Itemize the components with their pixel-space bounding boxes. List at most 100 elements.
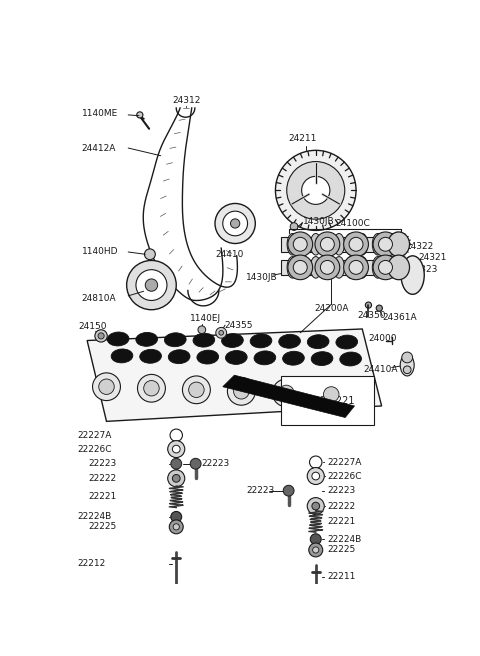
Circle shape xyxy=(127,260,176,310)
Circle shape xyxy=(182,376,210,403)
Circle shape xyxy=(172,445,180,453)
Text: 22227A: 22227A xyxy=(77,431,111,440)
Text: 22223: 22223 xyxy=(327,486,356,495)
Ellipse shape xyxy=(306,609,325,618)
Circle shape xyxy=(136,270,167,300)
Circle shape xyxy=(171,459,181,469)
Polygon shape xyxy=(223,375,355,417)
Circle shape xyxy=(98,333,104,339)
Circle shape xyxy=(321,237,335,251)
Ellipse shape xyxy=(388,232,409,256)
Circle shape xyxy=(230,219,240,228)
Text: 22224B: 22224B xyxy=(77,512,111,522)
Text: 1140ME: 1140ME xyxy=(82,109,118,118)
Circle shape xyxy=(349,260,363,274)
Text: 24100C: 24100C xyxy=(335,219,370,228)
Circle shape xyxy=(321,260,335,274)
Ellipse shape xyxy=(136,333,157,346)
Circle shape xyxy=(402,352,413,363)
Ellipse shape xyxy=(372,256,383,278)
Text: 24000: 24000 xyxy=(369,335,397,344)
Circle shape xyxy=(145,279,157,291)
Circle shape xyxy=(282,265,289,273)
Text: 24412A: 24412A xyxy=(82,144,116,153)
Ellipse shape xyxy=(340,352,361,366)
Ellipse shape xyxy=(299,234,310,255)
Ellipse shape xyxy=(167,596,186,605)
Text: 22221: 22221 xyxy=(327,517,356,526)
Circle shape xyxy=(144,380,159,396)
Circle shape xyxy=(234,384,249,399)
Ellipse shape xyxy=(345,256,356,278)
Circle shape xyxy=(288,232,312,256)
Circle shape xyxy=(219,331,224,335)
Text: 22226C: 22226C xyxy=(77,445,111,453)
Text: 22211: 22211 xyxy=(327,573,356,581)
Circle shape xyxy=(293,237,307,251)
Ellipse shape xyxy=(334,234,345,255)
Circle shape xyxy=(99,379,114,394)
Text: 24361A: 24361A xyxy=(383,313,417,322)
Circle shape xyxy=(168,470,185,487)
Circle shape xyxy=(307,498,324,514)
Circle shape xyxy=(287,161,345,219)
Circle shape xyxy=(315,255,340,279)
Ellipse shape xyxy=(384,234,395,255)
Polygon shape xyxy=(87,329,382,421)
Circle shape xyxy=(373,232,398,256)
Text: 24321: 24321 xyxy=(418,253,446,262)
Text: 24312: 24312 xyxy=(172,96,201,105)
Circle shape xyxy=(312,472,320,480)
Circle shape xyxy=(310,456,322,468)
Circle shape xyxy=(403,366,411,374)
Text: 22227A: 22227A xyxy=(327,458,362,466)
Ellipse shape xyxy=(322,234,333,255)
Circle shape xyxy=(228,377,255,405)
Circle shape xyxy=(215,203,255,243)
Ellipse shape xyxy=(334,256,345,278)
Bar xyxy=(281,260,397,275)
Circle shape xyxy=(272,379,300,407)
Circle shape xyxy=(137,112,143,118)
Circle shape xyxy=(216,327,227,338)
Ellipse shape xyxy=(197,350,218,364)
Circle shape xyxy=(198,326,206,334)
Ellipse shape xyxy=(322,256,333,278)
Ellipse shape xyxy=(388,255,409,279)
Ellipse shape xyxy=(311,352,333,365)
Ellipse shape xyxy=(357,256,368,278)
Circle shape xyxy=(344,232,369,256)
Circle shape xyxy=(309,543,323,557)
Ellipse shape xyxy=(279,335,300,348)
Text: 22224B: 22224B xyxy=(327,535,361,544)
Circle shape xyxy=(223,211,248,236)
Circle shape xyxy=(376,305,383,311)
Ellipse shape xyxy=(287,234,298,255)
Circle shape xyxy=(311,534,321,544)
Circle shape xyxy=(172,474,180,482)
Text: 24810A: 24810A xyxy=(82,294,116,302)
Text: 24350: 24350 xyxy=(358,312,386,320)
Ellipse shape xyxy=(357,234,368,255)
Ellipse shape xyxy=(400,354,414,376)
Text: 24150: 24150 xyxy=(79,322,107,331)
Circle shape xyxy=(173,523,180,530)
Text: 22225: 22225 xyxy=(89,522,117,531)
Ellipse shape xyxy=(111,349,133,363)
Circle shape xyxy=(324,387,339,402)
Circle shape xyxy=(379,237,393,251)
Ellipse shape xyxy=(287,256,298,278)
Circle shape xyxy=(312,547,319,553)
Text: 22222: 22222 xyxy=(327,502,356,510)
Text: 24355: 24355 xyxy=(224,321,253,329)
Text: 24200A: 24200A xyxy=(314,304,348,313)
Ellipse shape xyxy=(226,350,247,364)
Ellipse shape xyxy=(372,234,383,255)
Text: 22225: 22225 xyxy=(327,545,356,554)
Text: 1140EJ: 1140EJ xyxy=(190,314,221,323)
Circle shape xyxy=(312,502,320,510)
Circle shape xyxy=(171,512,181,522)
Text: 24323: 24323 xyxy=(409,265,438,274)
Text: 22222: 22222 xyxy=(89,474,117,483)
Text: 24211: 24211 xyxy=(288,134,317,143)
